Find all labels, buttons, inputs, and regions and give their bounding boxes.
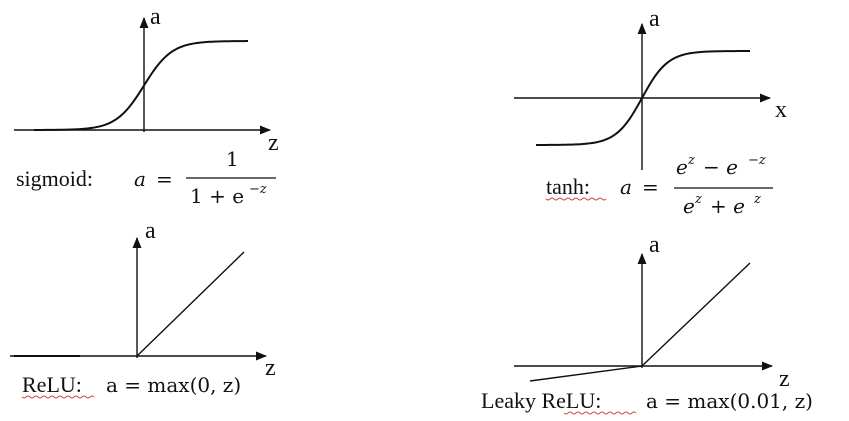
relu-positive-segment <box>136 251 245 357</box>
sigmoid-name: sigmoid: <box>16 166 93 191</box>
relu-panel: a z ReLU: a = max(0, z) <box>10 218 276 399</box>
leaky-relu-name: Leaky ReLU: <box>481 388 601 413</box>
sigmoid-x-label: z <box>268 130 279 156</box>
sigmoid-numerator: 1 <box>226 147 239 171</box>
tanh-num-minus: − e <box>703 155 738 179</box>
sigmoid-denominator-exponent: −z <box>249 182 267 197</box>
leaky-relu-panel: a z Leaky ReLU: a = max(0.01, z) <box>481 232 813 415</box>
tanh-spellcheck-underline <box>545 197 607 201</box>
tanh-y-label: a <box>649 6 660 32</box>
relu-name: ReLU: <box>22 372 82 397</box>
relu-spellcheck-underline <box>21 395 95 399</box>
leaky-relu-spellcheck-underline <box>563 411 637 415</box>
tanh-lhs: a <box>620 175 632 199</box>
sigmoid-denominator: 1 + e <box>190 184 244 208</box>
leaky-relu-formula: a = max(0.01, z) <box>646 389 813 413</box>
tanh-curve <box>536 50 751 146</box>
tanh-equals: = <box>642 175 659 199</box>
tanh-num-e1: e <box>676 155 688 179</box>
tanh-den-plus: + e <box>710 194 745 218</box>
leaky-relu-negative-segment <box>529 365 643 382</box>
sigmoid-panel: a z sigmoid: a = 1 1 + e −z <box>14 4 279 208</box>
tanh-x-label: x <box>775 97 787 123</box>
leaky-relu-y-label: a <box>649 232 660 258</box>
tanh-den-exp1: z <box>694 192 702 207</box>
relu-formula: a = max(0, z) <box>106 373 241 397</box>
sigmoid-y-label: a <box>150 4 161 30</box>
tanh-num-exp2: −z <box>748 153 766 168</box>
sigmoid-equals: = <box>156 167 173 191</box>
relu-y-label: a <box>145 218 156 244</box>
tanh-den-e1: e <box>683 194 695 218</box>
leaky-relu-x-label: z <box>779 366 790 392</box>
sigmoid-lhs: a <box>134 167 146 191</box>
tanh-panel: a x tanh: a = e z − e −z e z + e z <box>514 6 787 218</box>
tanh-num-exp1: z <box>687 153 695 168</box>
sigmoid-curve <box>33 40 249 131</box>
leaky-relu-positive-segment <box>641 262 751 367</box>
tanh-name: tanh: <box>546 174 590 199</box>
relu-x-label: z <box>265 355 276 381</box>
tanh-den-exp2: z <box>753 192 761 207</box>
